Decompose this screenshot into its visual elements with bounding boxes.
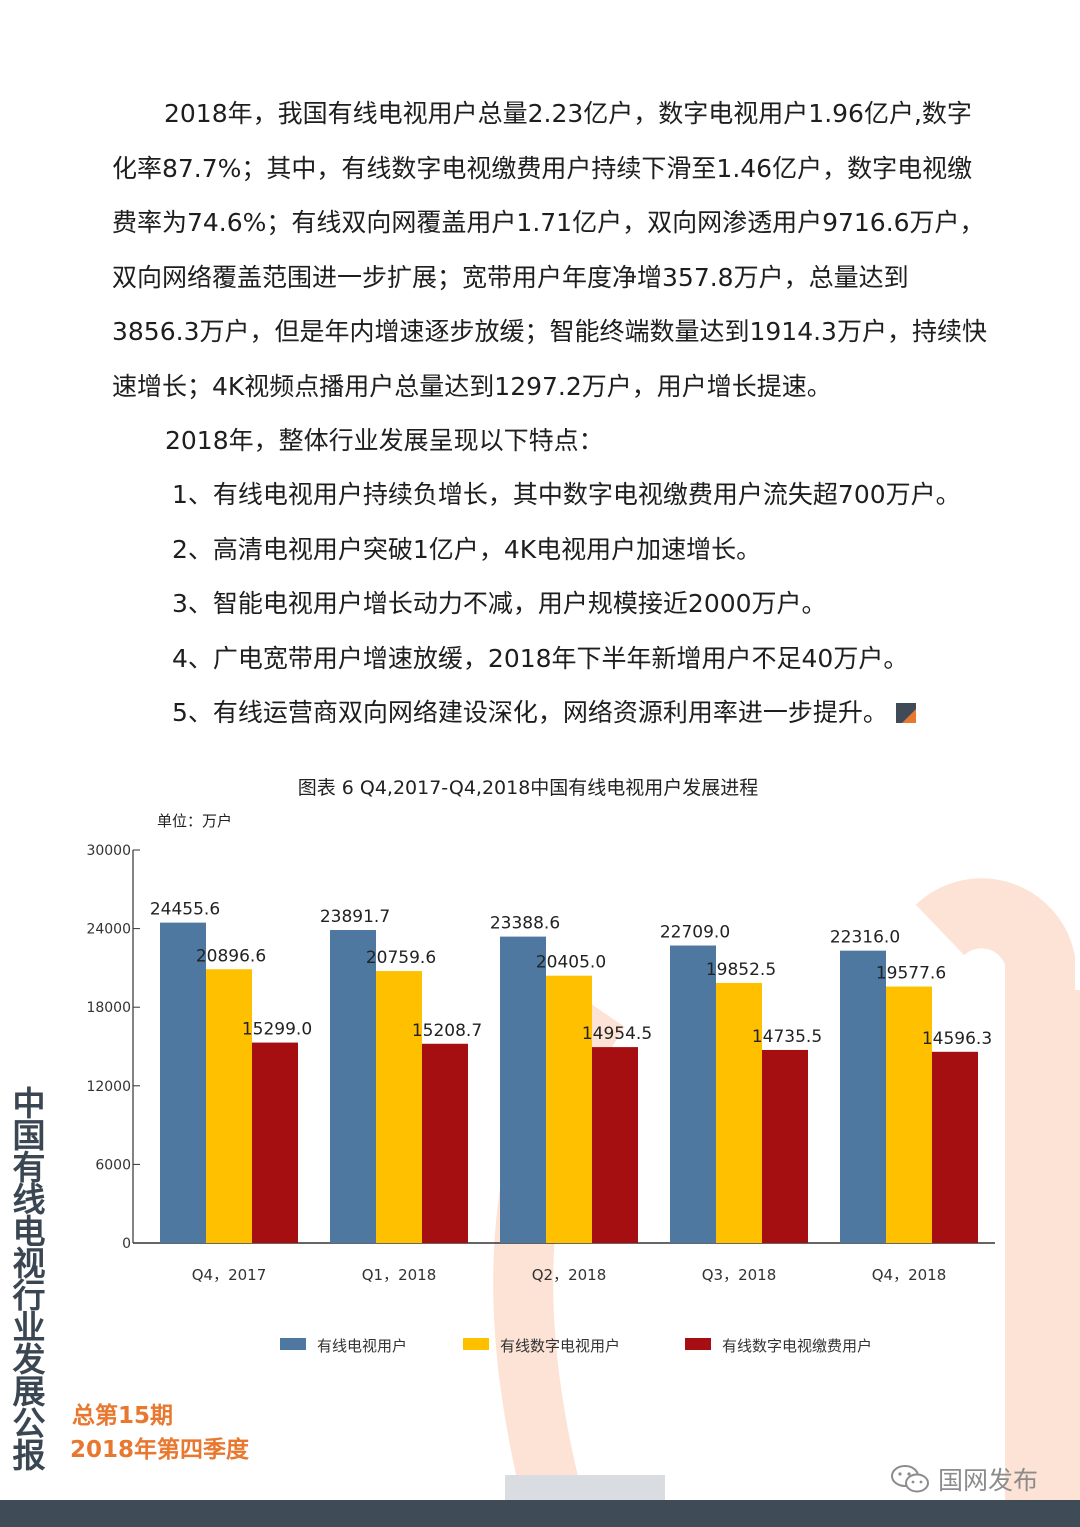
features-intro: 2018年，整体行业发展呈现以下特点：	[165, 426, 604, 455]
legend-swatch	[280, 1338, 306, 1350]
x-category-label: Q4，2018	[872, 1266, 947, 1284]
y-tick-label: 12000	[86, 1079, 131, 1095]
bar	[330, 930, 376, 1243]
data-label: 20405.0	[536, 953, 606, 973]
x-category-label: Q2，2018	[532, 1266, 607, 1284]
watermark-text: 国网发布	[938, 1466, 1039, 1495]
data-label: 22709.0	[660, 923, 730, 943]
bar	[160, 922, 206, 1243]
legend-swatch	[463, 1338, 489, 1350]
bar	[932, 1051, 978, 1243]
y-tick-label: 30000	[86, 843, 131, 859]
bar	[762, 1049, 808, 1243]
bar	[592, 1047, 638, 1243]
feature-item: 1、有线电视用户持续负增长，其中数字电视缴费用户流失超700万户。	[172, 480, 961, 509]
data-label: 20759.6	[366, 948, 436, 968]
data-label: 24455.6	[150, 900, 220, 920]
x-category-label: Q4，2017	[192, 1266, 267, 1284]
x-category-label: Q3，2018	[702, 1266, 777, 1284]
chart-title: 图表 6 Q4,2017-Q4,2018中国有线电视用户发展进程	[297, 777, 759, 799]
bar	[840, 950, 886, 1243]
bar	[716, 982, 762, 1243]
legend-label: 有线数字电视缴费用户	[722, 1337, 872, 1355]
data-label: 14596.3	[922, 1029, 992, 1049]
chart-unit-label: 单位：万户	[157, 812, 233, 830]
data-label: 14735.5	[752, 1027, 822, 1047]
data-label: 15208.7	[412, 1021, 482, 1041]
y-tick-label: 18000	[86, 1000, 131, 1016]
data-label: 15299.0	[242, 1020, 312, 1040]
bar	[376, 971, 422, 1243]
bar	[500, 936, 546, 1243]
wechat-icon	[891, 1465, 929, 1493]
feature-item: 3、智能电视用户增长动力不减，用户规模接近2000万户。	[172, 589, 827, 618]
y-tick-label: 24000	[86, 922, 131, 938]
data-label: 23891.7	[320, 907, 390, 927]
data-label: 14954.5	[582, 1024, 652, 1044]
data-label: 19577.6	[876, 964, 946, 984]
publication-title-vertical: 中国有线电视行业发展公报	[12, 1084, 46, 1475]
footer-bar	[0, 1500, 1080, 1527]
y-tick-label: 6000	[95, 1157, 131, 1173]
y-tick-label: 0	[122, 1236, 131, 1252]
legend-label: 有线电视用户	[317, 1337, 407, 1355]
legend-swatch	[685, 1338, 711, 1350]
data-label: 19852.5	[706, 960, 776, 980]
bar	[422, 1043, 468, 1243]
data-label: 23388.6	[490, 914, 560, 934]
x-category-label: Q1，2018	[362, 1266, 437, 1284]
bar	[670, 945, 716, 1243]
data-label: 22316.0	[830, 928, 900, 948]
square-end-mark-icon	[895, 703, 916, 723]
feature-item-last: 5、有线运营商双向网络建设深化，网络资源利用率进一步提升。	[172, 686, 961, 741]
legend-label: 有线数字电视用户	[500, 1337, 620, 1355]
bar	[886, 986, 932, 1243]
bar	[252, 1042, 298, 1243]
quarter-label: 2018年第四季度	[70, 1437, 250, 1463]
feature-item: 2、高清电视用户突破1亿户，4K电视用户加速增长。	[172, 534, 762, 564]
features-list: 1、有线电视用户持续负增长，其中数字电视缴费用户流失超700万户。 2、高清电视…	[172, 468, 961, 741]
summary-paragraph: 2018年，我国有线电视用户总量2.23亿户，数字电视用户1.96亿户,数字化率…	[112, 99, 987, 401]
data-label: 20896.6	[196, 946, 266, 966]
issue-number: 总第15期	[72, 1403, 174, 1429]
watermark: 国网发布	[890, 1461, 1038, 1497]
bar	[206, 969, 252, 1243]
bar	[546, 975, 592, 1243]
feature-item: 4、广电宽带用户增速放缓，2018年下半年新增用户不足40万户。	[172, 643, 909, 673]
